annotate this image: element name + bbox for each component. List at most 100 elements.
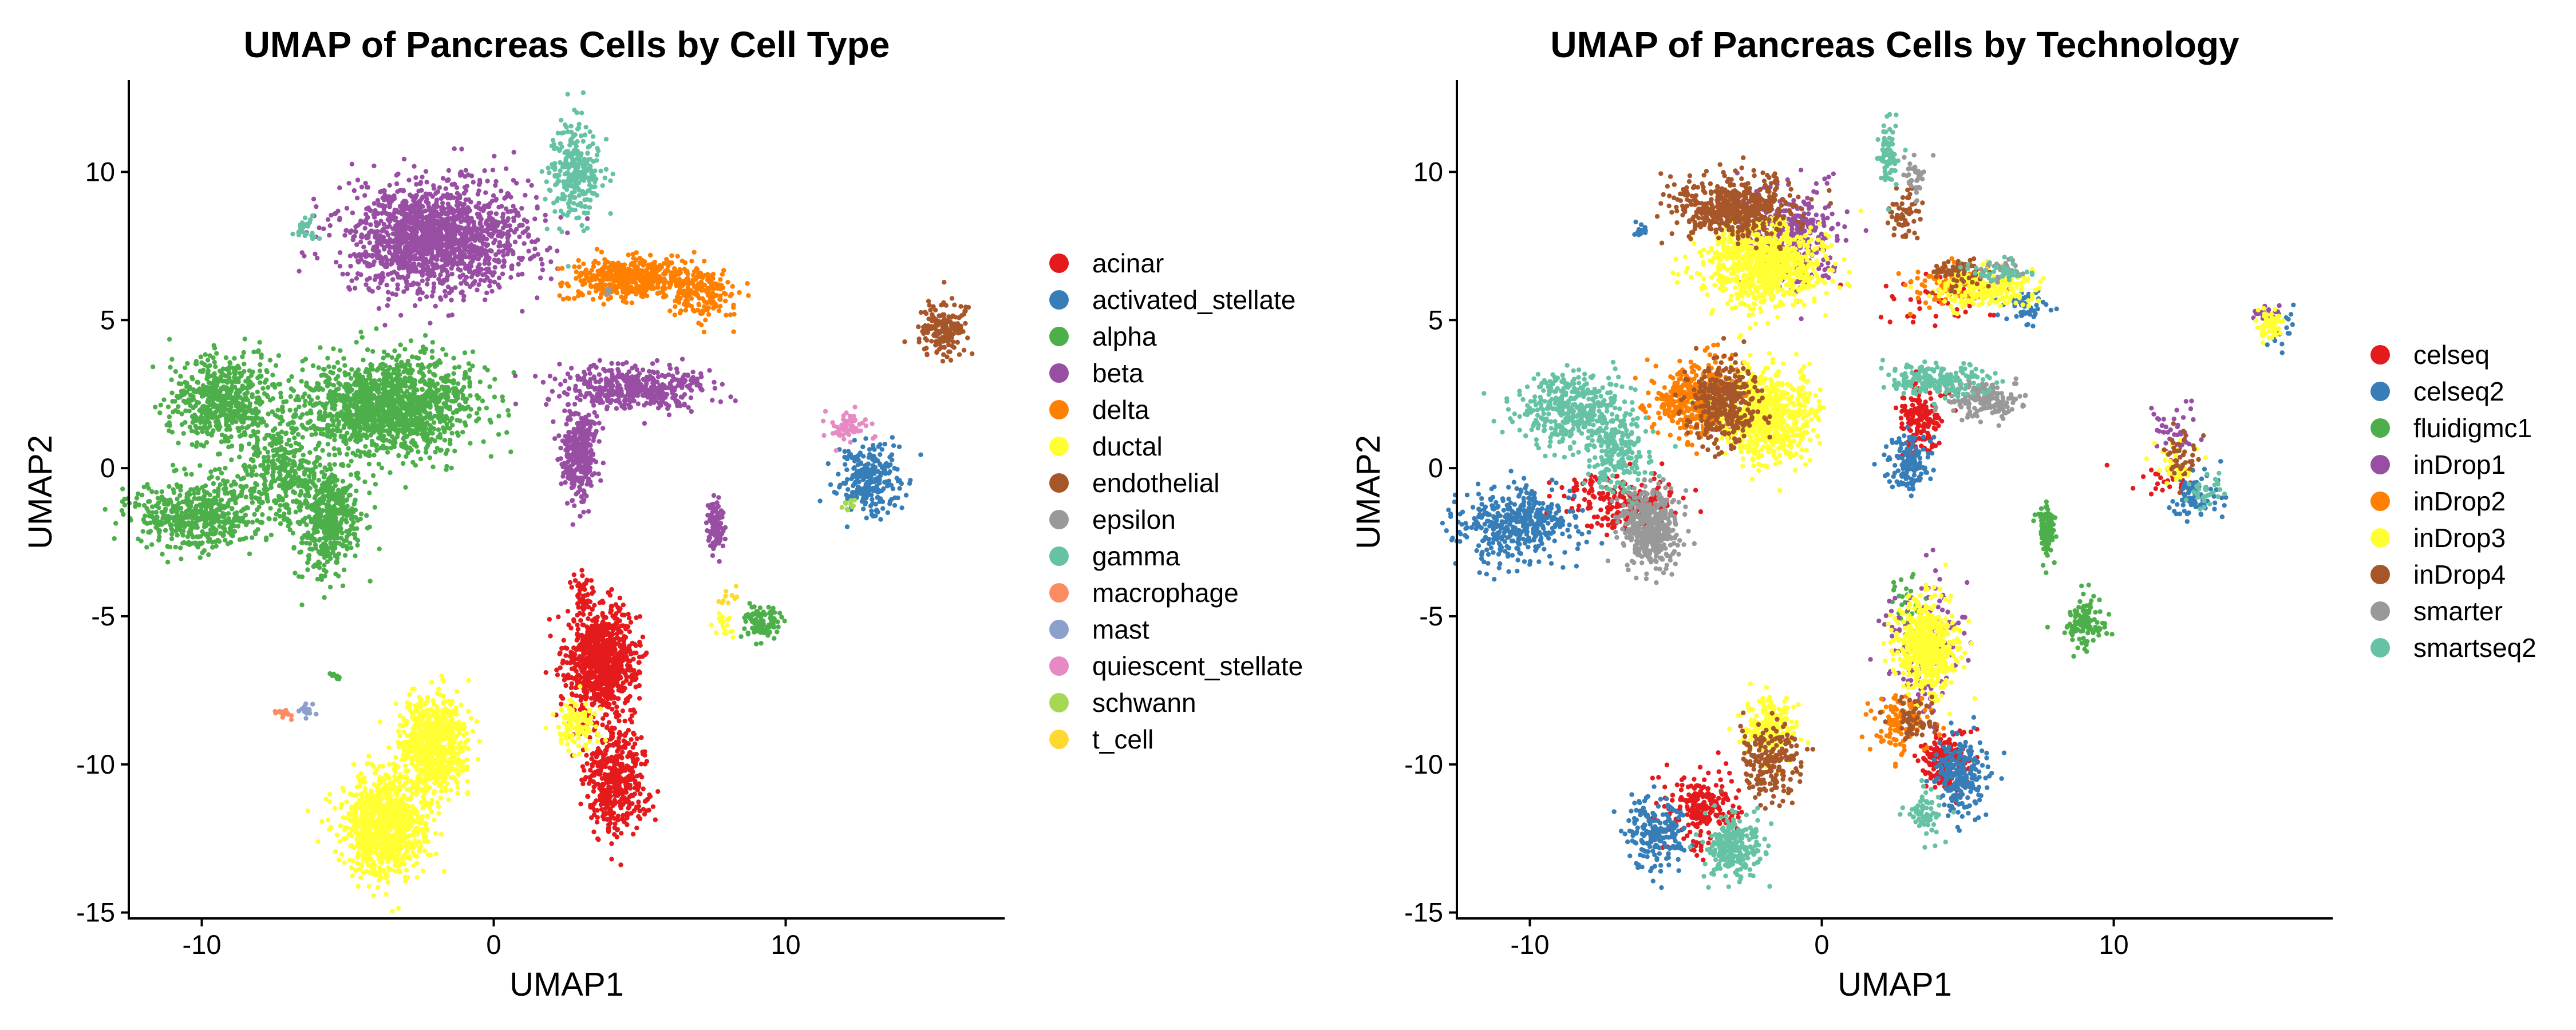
point-acinar xyxy=(563,653,568,658)
point-alpha xyxy=(169,536,175,541)
point-alpha xyxy=(396,407,401,412)
point-alpha xyxy=(209,397,215,402)
point-acinar xyxy=(582,605,587,611)
point-alpha xyxy=(341,356,346,361)
point-alpha xyxy=(303,398,308,404)
point-alpha xyxy=(444,352,449,358)
point-acinar xyxy=(617,667,622,673)
celltype-y-axis-title: UMAP2 xyxy=(22,435,59,549)
point-alpha xyxy=(461,385,467,390)
point-alpha xyxy=(286,437,291,443)
point-alpha xyxy=(185,515,191,520)
point-acinar xyxy=(620,745,625,750)
point-alpha xyxy=(342,423,347,429)
point-acinar xyxy=(579,568,584,573)
point-alpha xyxy=(321,497,327,502)
point-alpha xyxy=(468,407,473,412)
point-alpha xyxy=(146,509,151,514)
point-alpha xyxy=(306,474,312,479)
point-alpha xyxy=(150,364,156,370)
point-alpha xyxy=(227,375,232,381)
point-acinar xyxy=(587,735,592,740)
point-alpha xyxy=(317,426,322,432)
point-alpha xyxy=(233,501,238,506)
point-alpha xyxy=(492,394,497,399)
point-alpha xyxy=(416,449,421,454)
point-alpha xyxy=(300,458,306,463)
point-alpha xyxy=(264,423,269,428)
point-alpha xyxy=(313,514,318,520)
point-alpha xyxy=(250,394,255,399)
point-alpha xyxy=(332,437,337,442)
point-activated-stellate xyxy=(885,481,890,486)
point-alpha xyxy=(305,567,310,572)
point-acinar xyxy=(563,683,568,688)
point-alpha xyxy=(443,402,448,408)
point-alpha xyxy=(454,408,459,413)
point-alpha xyxy=(436,427,441,433)
point-alpha xyxy=(179,521,184,527)
point-alpha xyxy=(228,389,234,394)
point-alpha xyxy=(309,432,314,438)
point-alpha xyxy=(193,416,199,422)
point-alpha xyxy=(432,426,437,431)
point-alpha xyxy=(367,490,372,496)
point-alpha xyxy=(366,461,372,467)
point-alpha xyxy=(421,434,426,439)
point-alpha xyxy=(305,560,310,565)
point-alpha xyxy=(264,369,270,375)
point-alpha xyxy=(330,402,335,407)
point-acinar xyxy=(590,650,595,655)
point-alpha xyxy=(360,409,365,414)
point-alpha xyxy=(449,465,454,470)
point-alpha xyxy=(266,385,271,390)
point-alpha xyxy=(254,482,260,488)
point-alpha xyxy=(347,437,353,442)
point-activated-stellate xyxy=(887,469,892,474)
point-alpha xyxy=(316,478,322,483)
point-alpha xyxy=(248,488,253,493)
point-alpha xyxy=(257,340,262,345)
point-alpha xyxy=(214,423,219,429)
point-acinar xyxy=(565,609,571,614)
point-alpha xyxy=(298,502,303,508)
point-alpha xyxy=(254,400,259,405)
point-alpha xyxy=(187,425,192,430)
point-alpha xyxy=(173,369,178,374)
point-alpha xyxy=(326,364,331,369)
point-acinar xyxy=(637,639,642,645)
point-acinar xyxy=(579,632,584,638)
point-alpha xyxy=(480,398,485,403)
point-alpha xyxy=(349,458,354,464)
point-alpha xyxy=(392,348,397,354)
point-alpha xyxy=(291,414,296,419)
point-alpha xyxy=(273,500,279,506)
point-alpha xyxy=(146,486,151,491)
point-alpha xyxy=(260,500,265,505)
point-activated-stellate xyxy=(868,467,874,473)
point-alpha xyxy=(443,451,449,456)
point-acinar xyxy=(636,814,641,819)
point-alpha xyxy=(211,343,216,348)
point-alpha xyxy=(218,530,223,536)
point-activated-stellate xyxy=(892,466,897,471)
point-alpha xyxy=(423,450,429,455)
point-alpha xyxy=(212,467,218,472)
point-alpha xyxy=(190,419,195,425)
point-alpha xyxy=(411,422,417,428)
point-acinar xyxy=(639,735,644,740)
point-alpha xyxy=(158,402,163,407)
point-alpha xyxy=(310,403,315,408)
point-alpha xyxy=(120,486,125,492)
point-alpha xyxy=(207,423,212,429)
point-acinar xyxy=(622,739,627,744)
point-alpha xyxy=(325,355,330,361)
point-alpha xyxy=(317,462,323,468)
point-alpha xyxy=(485,367,490,373)
point-acinar xyxy=(634,650,639,656)
point-alpha xyxy=(403,485,408,490)
point-alpha xyxy=(460,430,465,435)
point-alpha xyxy=(211,355,216,360)
point-acinar xyxy=(591,829,596,834)
point-alpha xyxy=(323,373,329,378)
